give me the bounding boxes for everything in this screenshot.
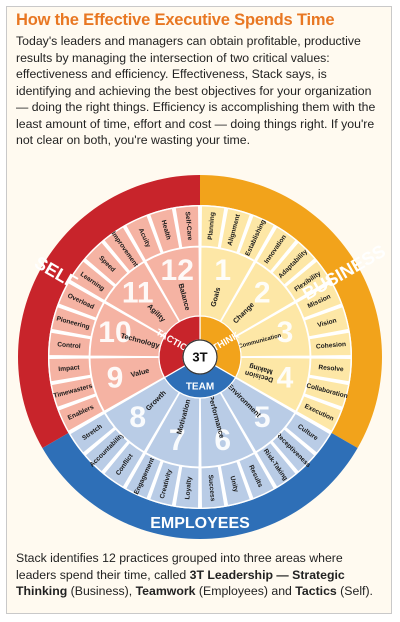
practice-number: 2 bbox=[254, 277, 271, 310]
practice-number: 8 bbox=[129, 401, 146, 434]
outer-item-label: Vision bbox=[317, 317, 338, 329]
outer-segment bbox=[174, 205, 200, 248]
outer-segment bbox=[238, 215, 275, 261]
outer-segment bbox=[200, 466, 226, 509]
outer-segment bbox=[309, 357, 352, 383]
practice-number: 6 bbox=[214, 424, 231, 457]
summary-bold-1: 3T Leadership — Strategic Thinking bbox=[16, 567, 345, 599]
summary-paragraph: Stack identifies 12 practices grouped in… bbox=[16, 550, 384, 600]
outer-item-label: Loyalty bbox=[184, 476, 193, 500]
outer-segment bbox=[69, 260, 115, 302]
outer-segment bbox=[149, 461, 181, 506]
practice-number: 9 bbox=[107, 362, 124, 395]
center-label: 3T bbox=[192, 349, 207, 364]
page-title: How the Effective Executive Spends Time bbox=[16, 11, 335, 29]
outer-segment bbox=[271, 241, 316, 286]
practice-number: 11 bbox=[122, 277, 154, 310]
outer-segment bbox=[103, 226, 145, 272]
outer-item-label: Health bbox=[160, 219, 172, 240]
area-band-0 bbox=[200, 175, 382, 448]
outer-segment bbox=[285, 412, 331, 454]
outer-segment bbox=[285, 260, 331, 302]
outer-segment bbox=[51, 306, 96, 338]
outer-segment bbox=[58, 395, 104, 432]
summary-text-2: (Business), bbox=[67, 584, 136, 598]
outer-segment bbox=[309, 331, 352, 357]
practice-number: 5 bbox=[254, 401, 271, 434]
outer-segment bbox=[84, 241, 129, 286]
practice-number: 3 bbox=[277, 316, 294, 349]
outer-item-label: Unity bbox=[228, 475, 239, 493]
outer-item-label: Success bbox=[207, 474, 216, 502]
summary-bold-2: Teamwork bbox=[135, 584, 196, 598]
outer-item-label: Planning bbox=[207, 212, 216, 240]
outer-item-label: Control bbox=[57, 341, 81, 350]
outer-segment bbox=[51, 376, 96, 408]
practice-number: 1 bbox=[214, 254, 231, 287]
outer-item-label: Impact bbox=[58, 364, 81, 373]
outer-segment bbox=[296, 395, 342, 432]
practice-number: 7 bbox=[169, 424, 186, 457]
intro-paragraph: Today's leaders and managers can obtain … bbox=[16, 34, 376, 147]
practice-number: 12 bbox=[161, 254, 194, 287]
area-label-employees: EMPLOYEES bbox=[150, 515, 250, 532]
inner-label: TEAM bbox=[186, 382, 214, 393]
summary-text-3: (Employees) and bbox=[195, 584, 296, 598]
outer-segment bbox=[174, 466, 200, 509]
outer-segment bbox=[296, 282, 342, 319]
outer-segment bbox=[69, 412, 115, 454]
summary-text-4: (Self). bbox=[336, 584, 373, 598]
practice-number: 10 bbox=[98, 316, 131, 349]
outer-item-label: Self-Care bbox=[184, 211, 194, 241]
outer-item-label: Resolve bbox=[318, 364, 344, 373]
outer-segment bbox=[125, 215, 162, 261]
outer-segment bbox=[200, 205, 226, 248]
outer-segment bbox=[125, 453, 162, 499]
center-hub bbox=[182, 339, 218, 375]
outer-segment bbox=[255, 226, 297, 272]
outer-segment bbox=[58, 282, 104, 319]
outer-segment bbox=[304, 376, 349, 408]
area-band-2 bbox=[18, 175, 201, 448]
summary-bold-3: Tactics bbox=[295, 584, 337, 598]
outer-segment bbox=[48, 331, 91, 357]
outer-segment bbox=[255, 442, 297, 488]
outer-segment bbox=[103, 442, 145, 488]
summary-text-1: Stack identifies 12 practices grouped in… bbox=[16, 551, 343, 582]
outer-segment bbox=[304, 306, 349, 338]
outer-segment bbox=[219, 208, 251, 253]
outer-segment bbox=[84, 428, 129, 473]
outer-item-label: Cohesion bbox=[316, 341, 347, 351]
outer-segment bbox=[219, 461, 251, 506]
outer-segment bbox=[48, 357, 91, 383]
outer-segment bbox=[271, 428, 316, 473]
practice-number: 4 bbox=[277, 362, 294, 395]
area-band-1 bbox=[42, 433, 358, 539]
outer-segment bbox=[149, 208, 181, 253]
outer-segment bbox=[238, 453, 275, 499]
